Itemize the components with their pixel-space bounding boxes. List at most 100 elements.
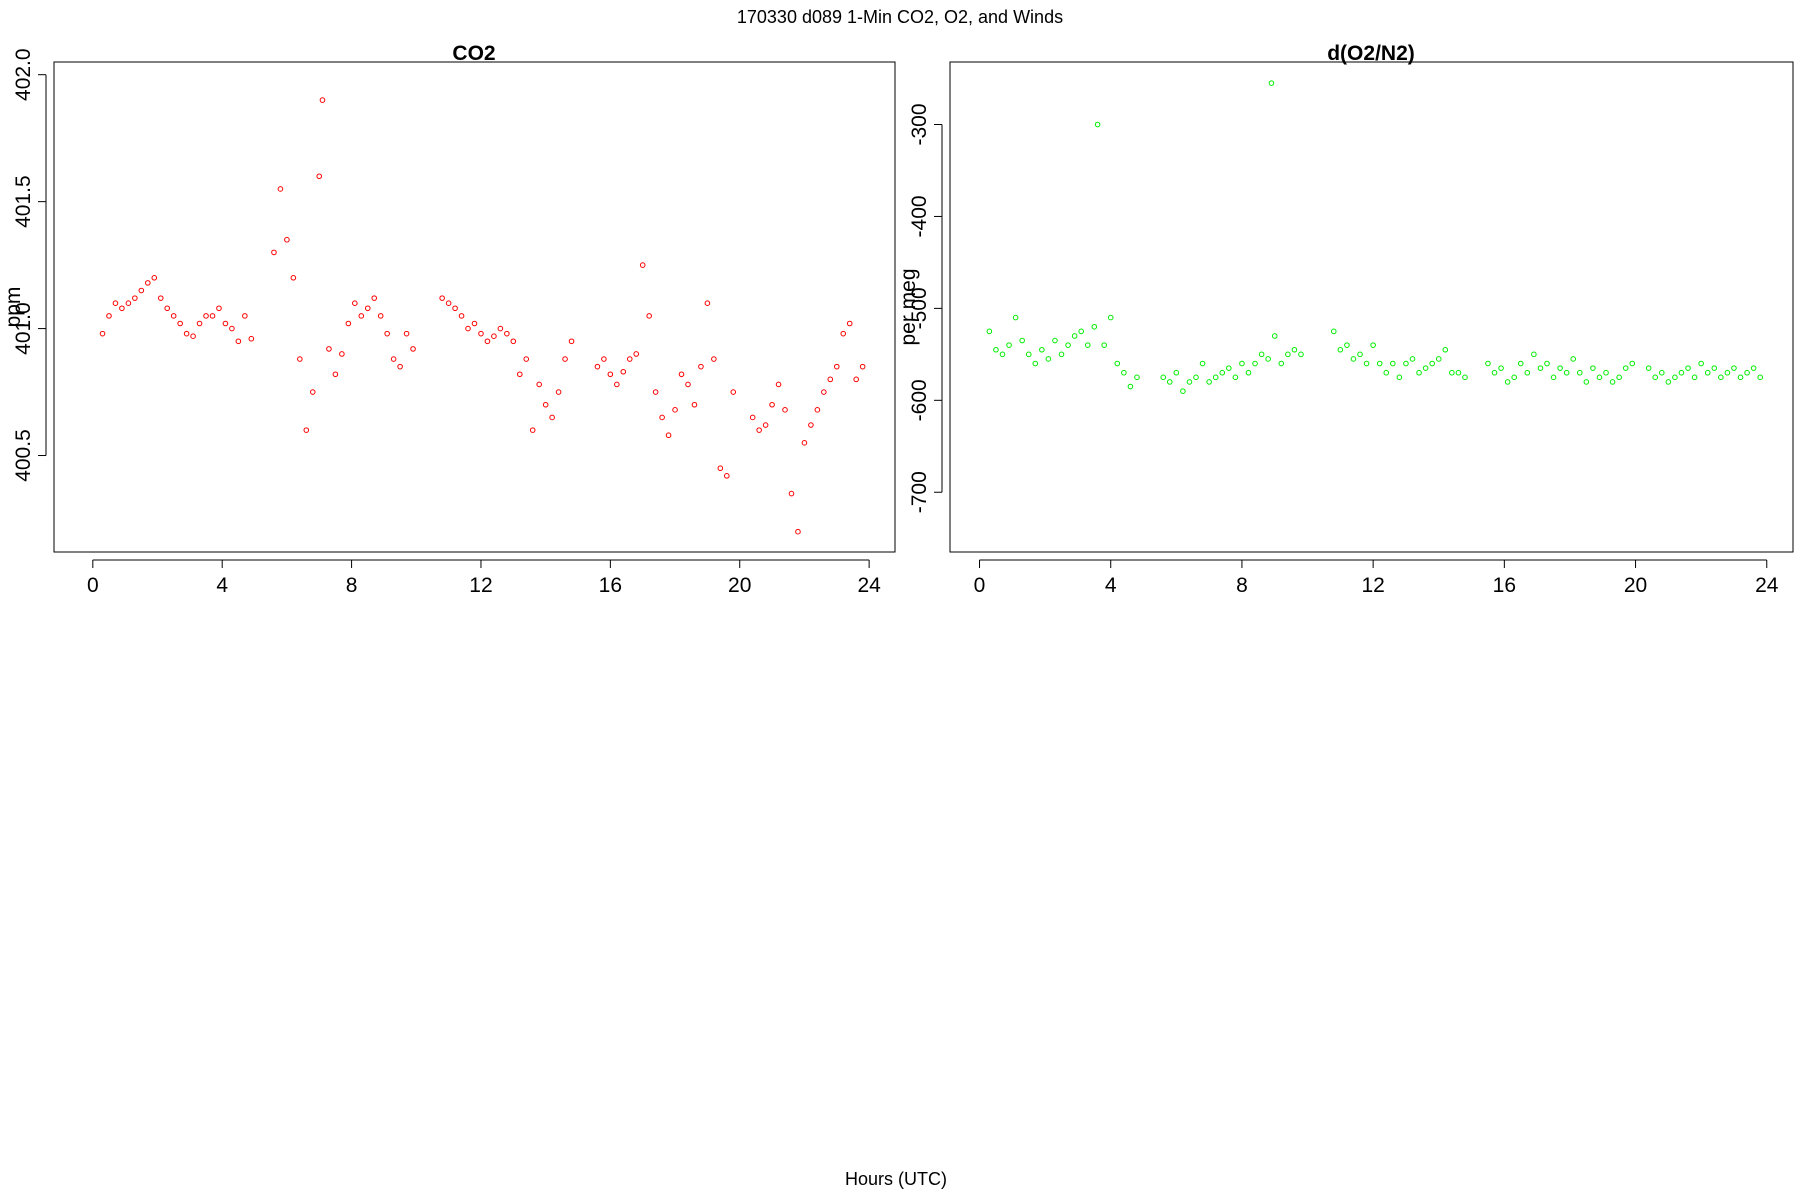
o2n2-x-tick-label: 24	[1755, 574, 1779, 597]
co2-data-point	[358, 313, 365, 319]
o2n2-data-point	[1268, 80, 1275, 86]
co2-data-point	[196, 320, 203, 327]
o2n2-data-point	[1258, 351, 1265, 358]
co2-data-point	[390, 356, 397, 362]
co2-data-point	[297, 356, 303, 362]
co2-data-point	[769, 401, 775, 408]
o2n2-data-point	[1091, 323, 1098, 330]
co2-data-point	[633, 351, 640, 357]
co2-y-axis-label: ppm	[2, 287, 25, 328]
o2n2-y-axis-label: per meg	[897, 268, 920, 345]
co2-data-point	[711, 356, 717, 362]
co2-data-point	[549, 414, 555, 421]
co2-data-point	[555, 389, 562, 395]
o2n2-x-tick-label: 20	[1624, 574, 1647, 597]
co2-x-tick-label: 24	[857, 574, 881, 597]
co2-x-tick-label: 8	[346, 574, 358, 597]
co2-data-point	[491, 333, 497, 339]
co2-data-point	[840, 330, 847, 337]
co2-data-point	[403, 330, 410, 337]
co2-x-tick-label: 0	[87, 574, 99, 597]
co2-data-point	[471, 320, 478, 327]
co2-data-point	[119, 305, 125, 312]
o2n2-data-point	[1252, 360, 1258, 367]
co2-data-point	[730, 389, 737, 395]
o2n2-data-point	[1390, 360, 1396, 367]
co2-data-point	[782, 407, 788, 413]
o2n2-data-point	[1052, 337, 1058, 344]
co2-data-point	[672, 407, 678, 413]
co2-data-point	[277, 186, 284, 192]
o2n2-x-axis: 0 4 8 12 16 20 24	[974, 559, 1779, 597]
co2-data-point	[536, 381, 542, 388]
o2n2-data-point	[1084, 342, 1091, 348]
o2n2-data-point	[1435, 356, 1442, 362]
co2-data-point	[775, 381, 782, 388]
o2n2-data-point	[1590, 365, 1596, 371]
o2n2-data-point	[1685, 365, 1691, 371]
o2n2-data-point	[1058, 351, 1065, 358]
o2n2-data-point	[1403, 360, 1409, 367]
co2-data-point	[698, 363, 704, 370]
o2n2-data-point	[1429, 360, 1435, 367]
co2-data-point	[183, 330, 190, 337]
o2n2-data-point	[1278, 360, 1285, 367]
o2n2-data-point	[1245, 369, 1252, 376]
o2n2-data-point	[1180, 388, 1186, 394]
o2n2-data-point	[1757, 374, 1763, 381]
o2n2-data-point	[1219, 369, 1226, 376]
o2n2-data-point	[1583, 379, 1590, 385]
o2n2-data-point	[1498, 365, 1504, 371]
co2-data-point	[646, 313, 652, 319]
co2-data-point	[659, 414, 665, 421]
co2-data-point	[808, 422, 814, 428]
co2-data-point	[332, 371, 339, 378]
co2-data-point	[601, 356, 607, 362]
co2-data-point	[106, 313, 112, 319]
o2n2-data-point	[1645, 365, 1652, 371]
co2-data-point	[145, 280, 151, 286]
o2n2-data-point	[1199, 360, 1206, 367]
co2-x-tick-label: 16	[599, 574, 622, 597]
o2n2-data-point	[1114, 360, 1121, 367]
co2-data-point	[814, 407, 821, 413]
o2n2-data-point	[1517, 360, 1524, 367]
co2-data-point	[639, 262, 646, 268]
co2-y-tick-label: 401.5	[12, 175, 35, 228]
o2n2-data-point	[1239, 360, 1245, 367]
o2n2-data-point	[1337, 346, 1344, 353]
co2-data-point	[568, 338, 575, 345]
o2n2-data-point	[1557, 365, 1563, 371]
co2-data-point	[284, 236, 290, 243]
o2n2-data-point	[1691, 374, 1698, 381]
o2n2-data-point	[1652, 374, 1659, 381]
co2-data-point	[497, 325, 504, 332]
co2-data-point	[164, 305, 171, 312]
o2n2-data-point	[1094, 121, 1101, 128]
o2n2-data-point	[1698, 360, 1704, 367]
o2n2-data-point	[1226, 365, 1232, 371]
o2n2-data-point	[1455, 369, 1462, 376]
co2-data-point	[607, 371, 614, 378]
co2-data-point	[290, 275, 297, 281]
o2n2-data-point	[1376, 360, 1383, 367]
o2n2-x-tick-label: 0	[974, 574, 986, 597]
o2n2-data-point	[1449, 369, 1455, 376]
co2-data-point	[562, 356, 568, 362]
co2-data-point	[319, 97, 326, 103]
o2n2-panel: d(O2/N2) per meg 0 4 8 12 16 20 24 -700 -600 -50…	[897, 42, 1794, 597]
o2n2-data-point	[1678, 369, 1685, 376]
o2n2-data-point	[1616, 374, 1622, 381]
co2-data-point	[717, 465, 724, 472]
o2n2-data-point	[1544, 360, 1550, 367]
o2n2-points	[986, 80, 1763, 394]
o2n2-data-point	[1357, 351, 1363, 358]
o2n2-data-point	[1550, 374, 1557, 381]
o2n2-data-point	[986, 328, 993, 335]
o2n2-data-point	[1711, 365, 1718, 371]
o2n2-plot-frame	[949, 61, 1794, 553]
co2-data-point	[384, 330, 390, 337]
o2n2-data-point	[1504, 379, 1511, 385]
co2-x-tick-label: 12	[469, 574, 492, 597]
o2n2-data-point	[1065, 342, 1071, 348]
